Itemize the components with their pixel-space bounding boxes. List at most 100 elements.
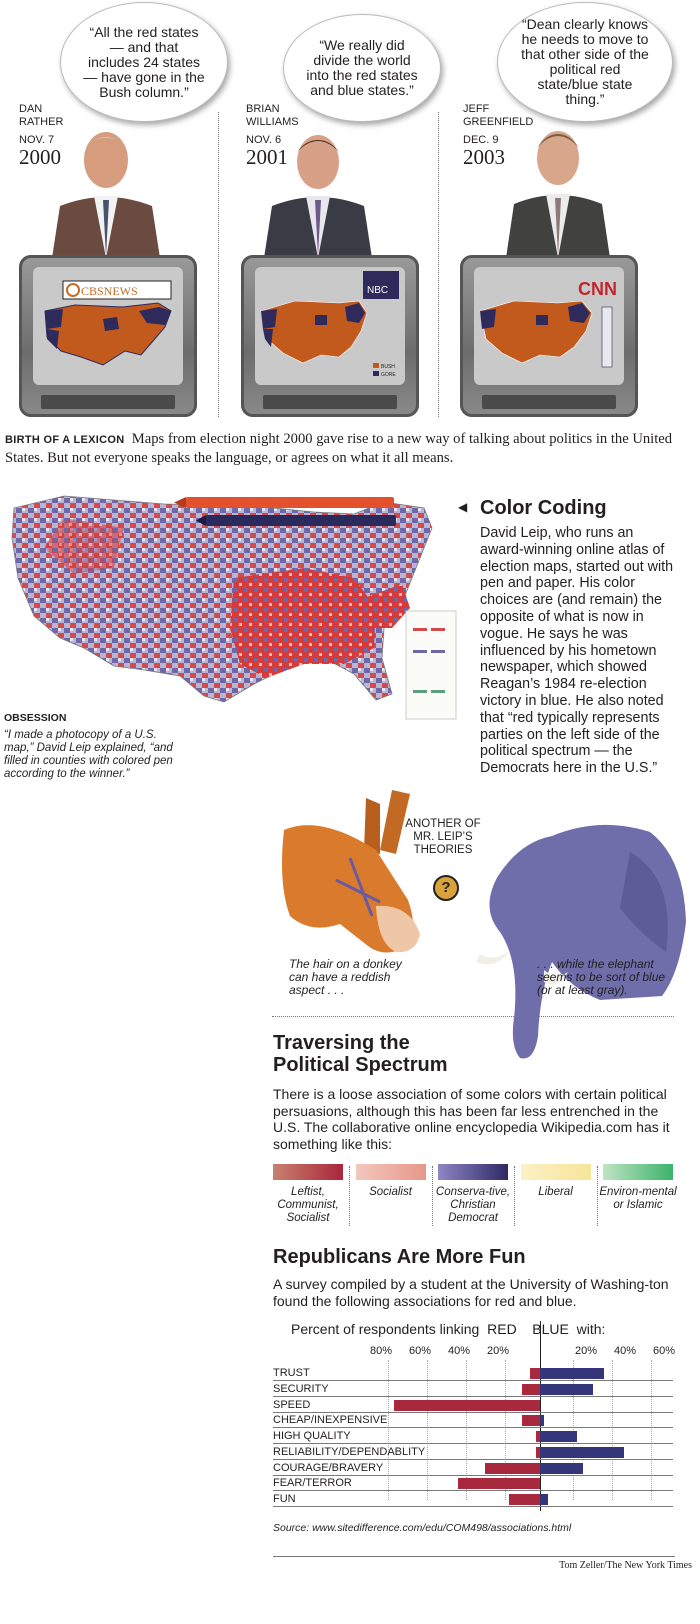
quote-bubble-williams: “We really did divide the world into the…: [283, 14, 441, 122]
hand-colored-county-map: [11, 495, 433, 703]
speaker-first-name: BRIAN: [246, 103, 280, 115]
spectrum-swatch: [355, 1164, 426, 1180]
us-map-cnn: CNN: [479, 279, 617, 368]
quote-date: NOV. 6: [246, 134, 282, 146]
row-rule: [273, 1474, 673, 1476]
x-tick-label: 40%: [614, 1345, 637, 1357]
quote-bubble-rather: “All the red states — and that includes …: [60, 2, 228, 122]
row-rule: [273, 1411, 673, 1413]
bar-red: [522, 1415, 540, 1427]
bar-blue: [540, 1415, 544, 1427]
bar-red: [508, 1494, 540, 1505]
bar-blue: [540, 1383, 593, 1395]
pointer-arrow-icon: ◀: [458, 500, 468, 514]
obsession-label: OBSESSION: [4, 712, 67, 724]
tv-cbs: CBSNEWS: [19, 255, 197, 417]
panel-divider: [438, 112, 439, 417]
row-rule: [273, 1490, 673, 1492]
elephant-image: [476, 824, 686, 1059]
spectrum-divider: [431, 1166, 433, 1226]
us-map-nbc: NBC BUSH GORE: [260, 271, 399, 378]
spectrum-title-line2: Political Spectrum: [273, 1054, 448, 1076]
gridline: [573, 1360, 574, 1500]
speaker-name-rather: DAN RATHER: [19, 103, 63, 129]
lexicon-intro: BIRTH OF A LEXICON Maps from election ni…: [5, 430, 677, 467]
category-label: RELIABILITY/DEPENDABLITY: [273, 1445, 426, 1458]
tv-screen: CBSNEWS: [33, 267, 183, 385]
legend-bush: BUSH: [381, 364, 395, 370]
category-label: FUN: [273, 1493, 296, 1505]
bar-red: [530, 1368, 540, 1379]
category-label: SPEED: [273, 1398, 311, 1411]
network-logo-cnn: CNN: [578, 279, 617, 299]
spectrum-swatch-label: Liberal: [538, 1186, 573, 1198]
category-label: TRUST: [273, 1367, 310, 1379]
quote-year: 2000: [19, 145, 61, 169]
row-rule: [273, 1380, 673, 1381]
chart-title-prefix: Percent of respondents linking: [291, 1321, 480, 1337]
tv-base: [41, 395, 175, 409]
question-mark-icon: ?: [433, 875, 459, 901]
quote-date: DEC. 9: [463, 134, 499, 146]
spectrum-swatch: [520, 1164, 591, 1180]
anchor-photo-rather: [52, 132, 160, 258]
lexicon-headline: BIRTH OF A LEXICON: [5, 434, 125, 446]
spectrum-divider: [596, 1166, 598, 1226]
x-tick-label: 80%: [370, 1345, 393, 1357]
speaker-name-williams: BRIAN WILLIAMS: [246, 103, 299, 129]
spectrum-swatch: [273, 1164, 343, 1180]
bar-blue: [540, 1368, 605, 1379]
tv-base: [482, 395, 616, 409]
speaker-last-name: RATHER: [19, 116, 64, 128]
quote-bubble-greenfield: “Dean clearly knows he needs to move to …: [497, 2, 673, 122]
spectrum-swatch-label: Environ-mental or Islamic: [599, 1186, 677, 1211]
chart-title: Percent of respondents linking RED BLUE …: [291, 1321, 605, 1337]
tv-cnn: CNN: [460, 255, 638, 417]
category-label: CHEAP/INEXPENSIVE: [273, 1414, 388, 1427]
anchor-photo-williams: [264, 135, 372, 258]
pen-legend-note: [405, 610, 457, 720]
spectrum-divider: [349, 1166, 351, 1226]
quote-text: “Dean clearly knows he needs to move to …: [521, 16, 649, 107]
bar-red: [522, 1383, 540, 1395]
category-label: HIGH QUALITY: [273, 1430, 351, 1442]
spectrum-swatch-label: Socialist: [369, 1186, 412, 1198]
theories-label: ANOTHER OF MR. LEIP’S THEORIES: [405, 818, 481, 856]
gridline: [466, 1360, 467, 1500]
us-map-cbs: CBSNEWS: [44, 280, 172, 366]
spectrum-title-line1: Traversing the: [273, 1032, 410, 1054]
x-tick-label: 20%: [487, 1345, 510, 1357]
quote-year: 2001: [246, 145, 288, 169]
bar-red: [393, 1399, 540, 1411]
lexicon-intro-text: Maps from election night 2000 gave rise …: [5, 431, 673, 466]
tv-base: [263, 395, 397, 409]
colored-pens-image: [174, 497, 396, 526]
bar-blue: [540, 1462, 583, 1474]
bar-red: [485, 1462, 540, 1474]
x-tick-label: 40%: [448, 1345, 471, 1357]
speaker-first-name: JEFF: [463, 103, 490, 115]
anchor-photo-greenfield: [506, 131, 610, 258]
section-divider: [272, 1016, 674, 1017]
row-rule: [273, 1427, 673, 1429]
speaker-first-name: DAN: [19, 103, 43, 115]
bar-red: [536, 1431, 540, 1442]
spectrum-swatch: [438, 1164, 508, 1180]
row-rule: [273, 1458, 673, 1460]
row-rule: [273, 1506, 673, 1507]
category-label: COURAGE/BRAVERY: [273, 1461, 384, 1474]
quote-text: “All the red states — and that includes …: [83, 23, 205, 100]
bar-red: [536, 1446, 540, 1458]
spectrum-swatch-label: Conserva-tive, Christian Democrat: [435, 1186, 511, 1224]
x-tick-label: 60%: [409, 1345, 432, 1357]
chart-title-blue: BLUE: [532, 1321, 569, 1337]
chart-source: Source: www.sitedifference.com/edu/COM49…: [273, 1522, 572, 1534]
category-label: FEAR/TERROR: [273, 1477, 352, 1490]
chart-title-red: RED: [487, 1321, 517, 1337]
quote-year: 2003: [463, 145, 505, 169]
speaker-name-greenfield: JEFF GREENFIELD: [463, 103, 533, 129]
speaker-last-name: GREENFIELD: [463, 116, 534, 128]
credit-rule: [273, 1556, 675, 1557]
gridline: [612, 1360, 613, 1500]
network-logo-cbs: CBSNEWS: [81, 284, 138, 298]
